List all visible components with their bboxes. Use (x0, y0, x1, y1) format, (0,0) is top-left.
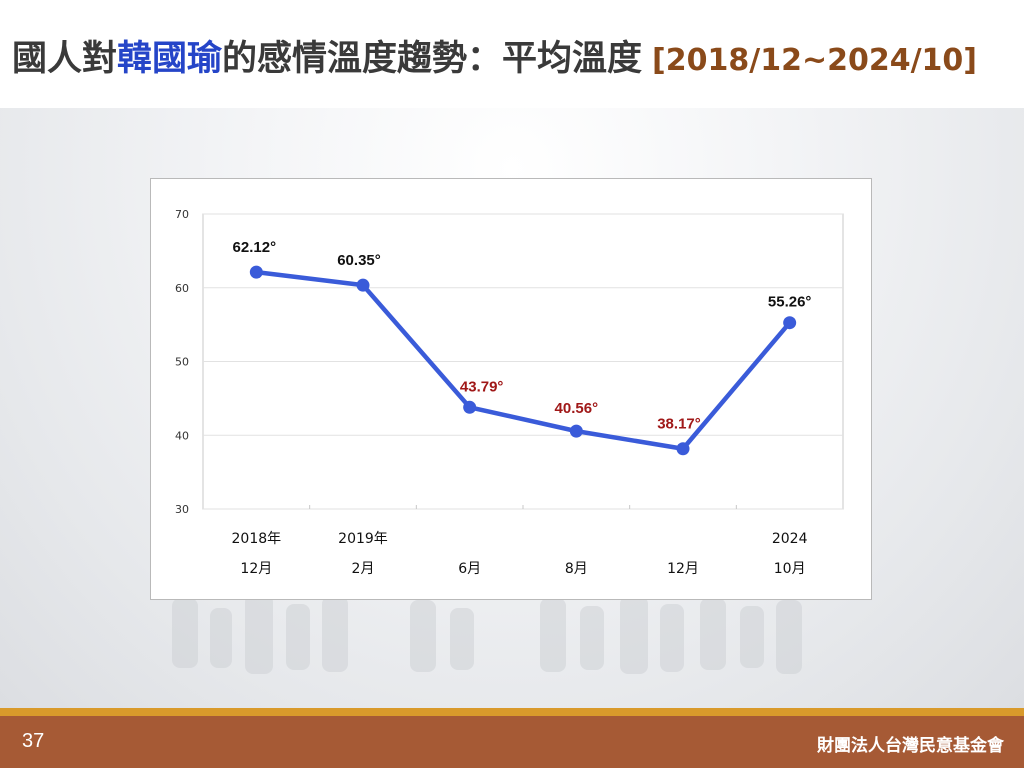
data-label: 55.26° (768, 294, 812, 311)
footer-accent-strip (0, 708, 1024, 716)
data-label: 40.56° (555, 400, 599, 417)
data-label: 43.79° (460, 378, 504, 395)
data-point (569, 424, 583, 438)
line-chart: 30 40 50 60 70 62.12° 60.35° 43.79° 40.56° 38.17… (175, 208, 844, 577)
data-label: 38.17° (657, 416, 701, 433)
y-tick-label: 40 (175, 429, 189, 442)
crowd-silhouette-decoration (172, 594, 802, 674)
x-category-label-line2: 8月 (565, 561, 588, 577)
x-category-label-line1: 2019年 (338, 531, 388, 547)
slide-footer: 37 財團法人台灣民意基金會 (0, 716, 1024, 768)
y-tick-label: 50 (175, 356, 189, 369)
y-tick-label: 30 (175, 503, 189, 516)
y-tick-label: 60 (175, 282, 189, 295)
data-point (783, 316, 797, 330)
x-category-label-line2: 2月 (352, 561, 375, 577)
y-tick-label: 70 (175, 208, 189, 221)
slide-title: 國人對韓國瑜的感情溫度趨勢：平均溫度 [2018/12~2024/10] (12, 30, 977, 81)
x-category-label-line2: 12月 (240, 561, 272, 577)
series-line (254, 269, 792, 451)
data-point (356, 278, 370, 292)
x-category-label-line2: 12月 (667, 561, 699, 577)
title-highlight: 韓國瑜 (117, 39, 223, 79)
x-category-label-line1: 2024 (772, 531, 808, 547)
page-number: 37 (22, 730, 45, 752)
title-suffix: 的感情溫度趨勢：平均溫度 (222, 39, 643, 79)
data-point (676, 442, 690, 456)
chart-panel: 30 40 50 60 70 62.12° 60.35° 43.79° 40.56° 38.17… (150, 178, 872, 600)
slide-header: 國人對韓國瑜的感情溫度趨勢：平均溫度 [2018/12~2024/10] (0, 0, 1024, 108)
data-point (463, 400, 477, 414)
title-date-range: [2018/12~2024/10] (652, 43, 978, 78)
x-category-label-line1: 2018年 (232, 531, 282, 547)
organization-name: 財團法人台灣民意基金會 (817, 736, 1004, 756)
title-prefix: 國人對 (12, 39, 118, 79)
data-label: 62.12° (233, 239, 277, 256)
data-label: 60.35° (337, 252, 381, 269)
data-point (249, 265, 263, 279)
x-category-label-line2: 10月 (774, 561, 806, 577)
x-category-label-line2: 6月 (458, 561, 481, 577)
